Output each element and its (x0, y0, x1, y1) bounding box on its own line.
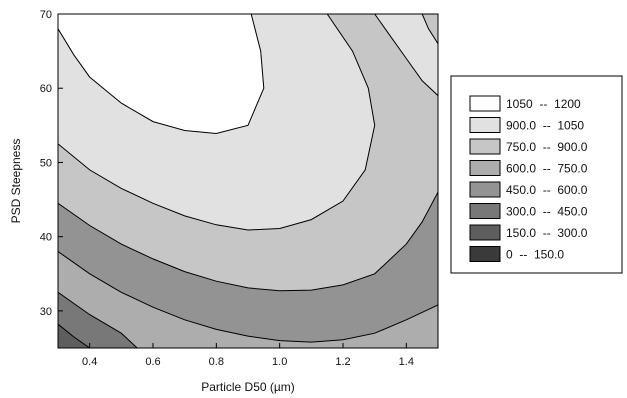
y-tick-label: 60 (40, 83, 52, 95)
contour-band-1050 (58, 14, 264, 134)
contour-lines (58, 14, 438, 348)
contour-line-900 (421, 14, 438, 44)
contour-band-750 (422, 14, 438, 44)
legend-label: 750.0 -- 900.0 (506, 140, 588, 154)
x-tick-label: 1.4 (399, 356, 414, 368)
legend-swatch (469, 203, 501, 219)
legend-swatch (469, 117, 501, 133)
contour-band-300 (58, 292, 138, 348)
contour-line-900 (58, 14, 376, 231)
legend-swatch (469, 95, 501, 112)
legend-swatch (469, 138, 501, 155)
legend-swatch (469, 246, 501, 262)
legend-entries: 1050 -- 1200 900.0 -- 1050 750.0 -- 900.0 6… (469, 95, 588, 262)
legend-swatch (469, 160, 501, 176)
legend-label: 150.0 -- 300.0 (506, 226, 588, 240)
contour-line-300 (58, 323, 90, 348)
contour-line-600 (58, 251, 438, 343)
x-tick-label: 0.6 (145, 356, 160, 368)
contour-band-600 (58, 251, 438, 348)
x-tick-label: 0.8 (209, 356, 224, 368)
plot-area (57, 13, 439, 349)
legend-label: 1050 -- 1200 (506, 97, 581, 111)
x-tick-label: 0.4 (82, 356, 97, 368)
y-tick-label: 30 (40, 306, 52, 318)
y-tick-label: 70 (40, 9, 52, 21)
x-tick-label: 1.2 (335, 356, 350, 368)
contour-line-450 (58, 291, 138, 348)
y-axis: 30 40 50 60 70 (40, 9, 63, 318)
y-tick-label: 50 (40, 157, 52, 169)
y-axis-title: PSD Steepness (9, 139, 23, 224)
contour-line-750 (58, 191, 438, 292)
plot-frame (57, 13, 439, 349)
contour-band-150 (58, 324, 90, 348)
legend: 1050 -- 1200 900.0 -- 1050 750.0 -- 900.0 6… (450, 75, 623, 274)
x-axis-title: Particle D50 (µm) (201, 380, 295, 394)
legend-label: 0 -- 150.0 (506, 248, 564, 262)
legend-label: 600.0 -- 750.0 (506, 162, 588, 176)
legend-label: 300.0 -- 450.0 (506, 205, 588, 219)
y-tick-label: 40 (40, 232, 52, 244)
x-axis: 0.4 0.6 0.8 1.0 1.2 1.4 (82, 343, 414, 368)
x-tick-label: 1.0 (272, 356, 287, 368)
legend-label: 900.0 -- 1050 (506, 119, 584, 133)
contour-line-1050 (58, 14, 265, 135)
legend-label: 450.0 -- 600.0 (506, 183, 588, 197)
contour-band-900 (374, 14, 438, 96)
legend-swatch (469, 224, 501, 241)
contour-bands (58, 14, 438, 348)
legend-swatch (469, 181, 501, 198)
contour-line-1050 (374, 14, 438, 96)
